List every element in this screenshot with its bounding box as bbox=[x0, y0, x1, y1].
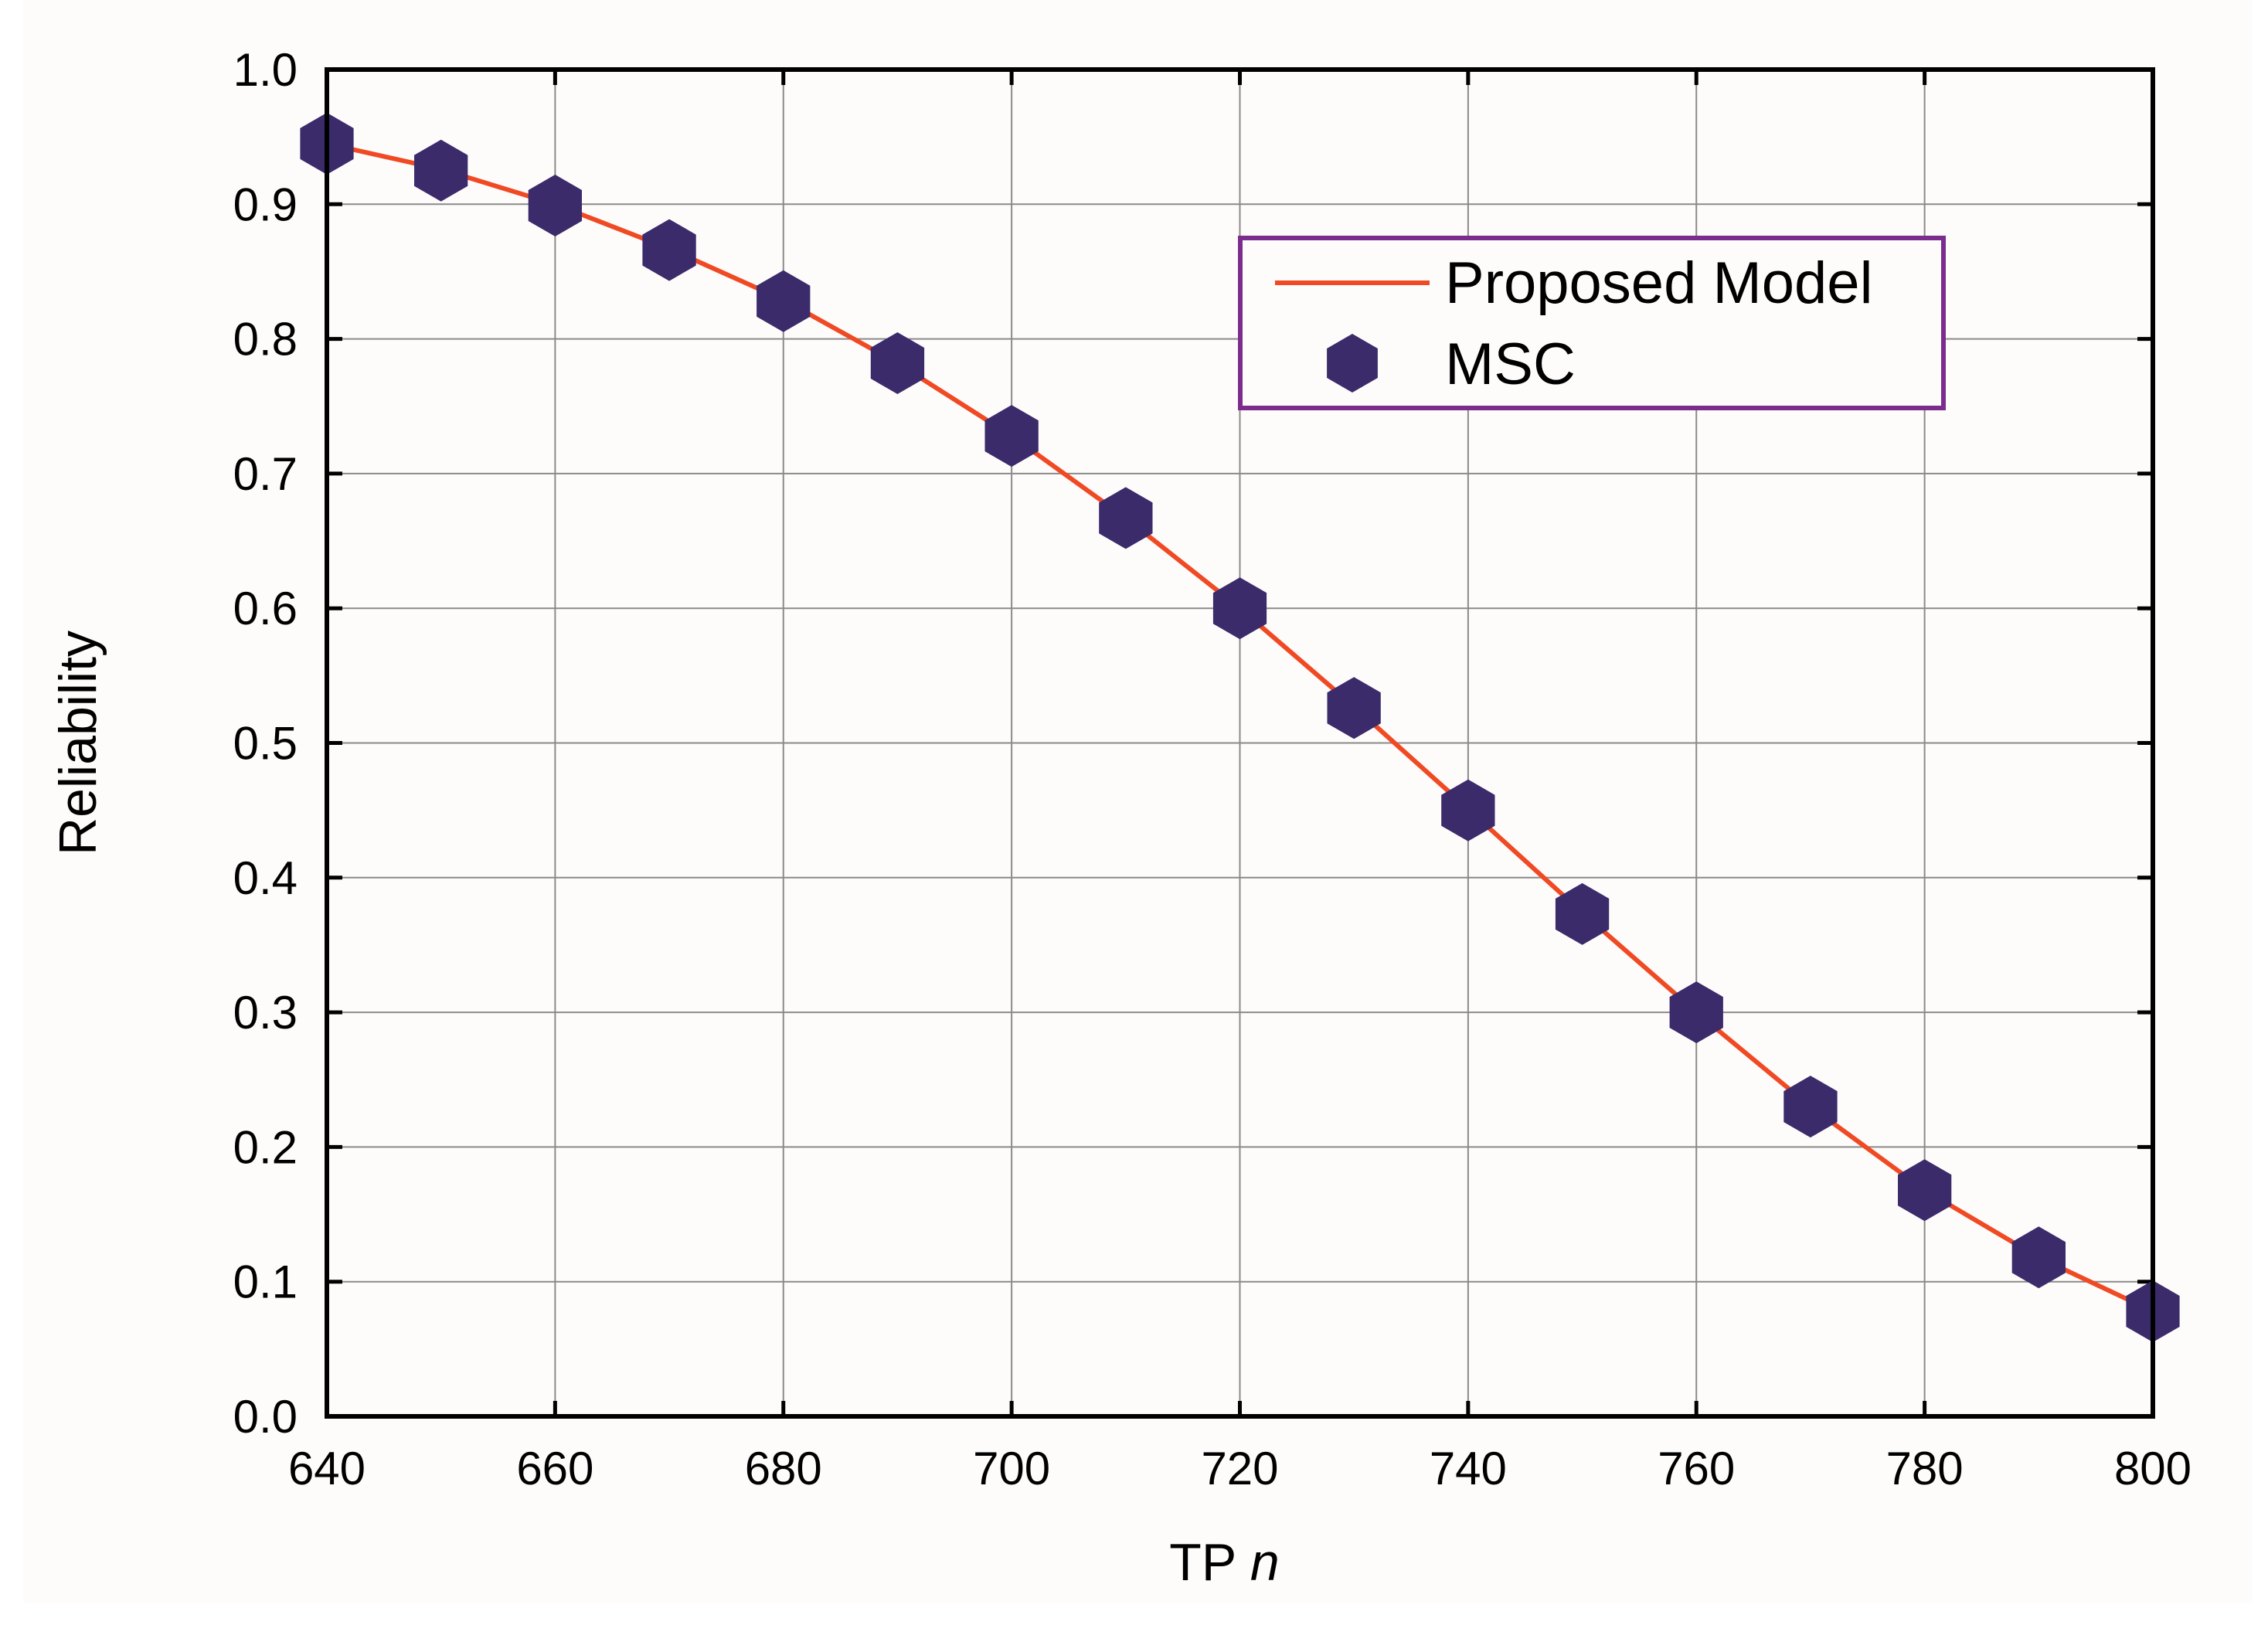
msc-marker bbox=[757, 270, 811, 332]
y-tick-label: 0.7 bbox=[233, 448, 298, 500]
y-axis-title: Reliability bbox=[49, 631, 107, 855]
y-tick-label: 0.5 bbox=[233, 718, 298, 770]
x-tick-label: 660 bbox=[516, 1443, 593, 1494]
y-tick-label: 0.1 bbox=[233, 1256, 298, 1308]
msc-marker bbox=[2011, 1226, 2066, 1289]
y-tick-label: 0.8 bbox=[233, 314, 298, 365]
plot-frame bbox=[325, 67, 2155, 1419]
y-tick-label: 1.0 bbox=[233, 44, 298, 96]
y-tick-label: 0.2 bbox=[233, 1121, 298, 1173]
msc-marker bbox=[414, 139, 468, 202]
msc-marker bbox=[1783, 1076, 1838, 1138]
x-tick-label: 700 bbox=[973, 1443, 1050, 1494]
y-tick-label: 0.4 bbox=[233, 852, 298, 904]
x-tick-label: 640 bbox=[288, 1443, 366, 1494]
x-axis-title-variable: n bbox=[1250, 1533, 1280, 1592]
x-tick-label: 760 bbox=[1658, 1443, 1735, 1494]
msc-marker bbox=[870, 332, 925, 394]
msc-marker bbox=[1898, 1159, 1952, 1222]
msc-marker bbox=[528, 175, 582, 236]
msc-marker bbox=[1555, 882, 1610, 945]
x-axis-title-text: TP bbox=[1169, 1533, 1236, 1592]
x-axis-title-space bbox=[1236, 1533, 1250, 1592]
legend-marker-swatch bbox=[1327, 334, 1378, 393]
legend-label-msc: MSC bbox=[1445, 331, 1576, 397]
x-tick-label: 740 bbox=[1430, 1443, 1507, 1494]
y-tick-label: 0.9 bbox=[233, 178, 298, 230]
msc-marker bbox=[1212, 577, 1267, 640]
legend: Proposed Model MSC bbox=[1238, 236, 1946, 410]
y-tick-labels: 0.0 0.1 0.2 0.3 0.4 0.5 0.6 0.7 0.8 0.9 1.0 bbox=[233, 44, 298, 1443]
y-tick-label: 0.0 bbox=[233, 1391, 298, 1443]
x-tick-label: 720 bbox=[1201, 1443, 1278, 1494]
x-axis-title: TP n bbox=[1169, 1533, 1279, 1592]
msc-marker bbox=[1441, 779, 1495, 841]
x-tick-labels: 640 660 680 700 720 740 760 780 800 bbox=[288, 1443, 2191, 1494]
y-tick-label: 0.3 bbox=[233, 987, 298, 1039]
msc-marker bbox=[1099, 487, 1153, 549]
msc-marker bbox=[642, 219, 696, 281]
msc-marker bbox=[984, 405, 1039, 467]
msc-marker bbox=[1669, 981, 1723, 1044]
x-tick-label: 800 bbox=[2114, 1443, 2191, 1494]
legend-label-proposed-model: Proposed Model bbox=[1445, 250, 1872, 316]
y-tick-label: 0.6 bbox=[233, 583, 298, 634]
x-tick-label: 780 bbox=[1886, 1443, 1964, 1494]
msc-marker bbox=[1327, 677, 1381, 739]
x-tick-label: 680 bbox=[745, 1443, 822, 1494]
